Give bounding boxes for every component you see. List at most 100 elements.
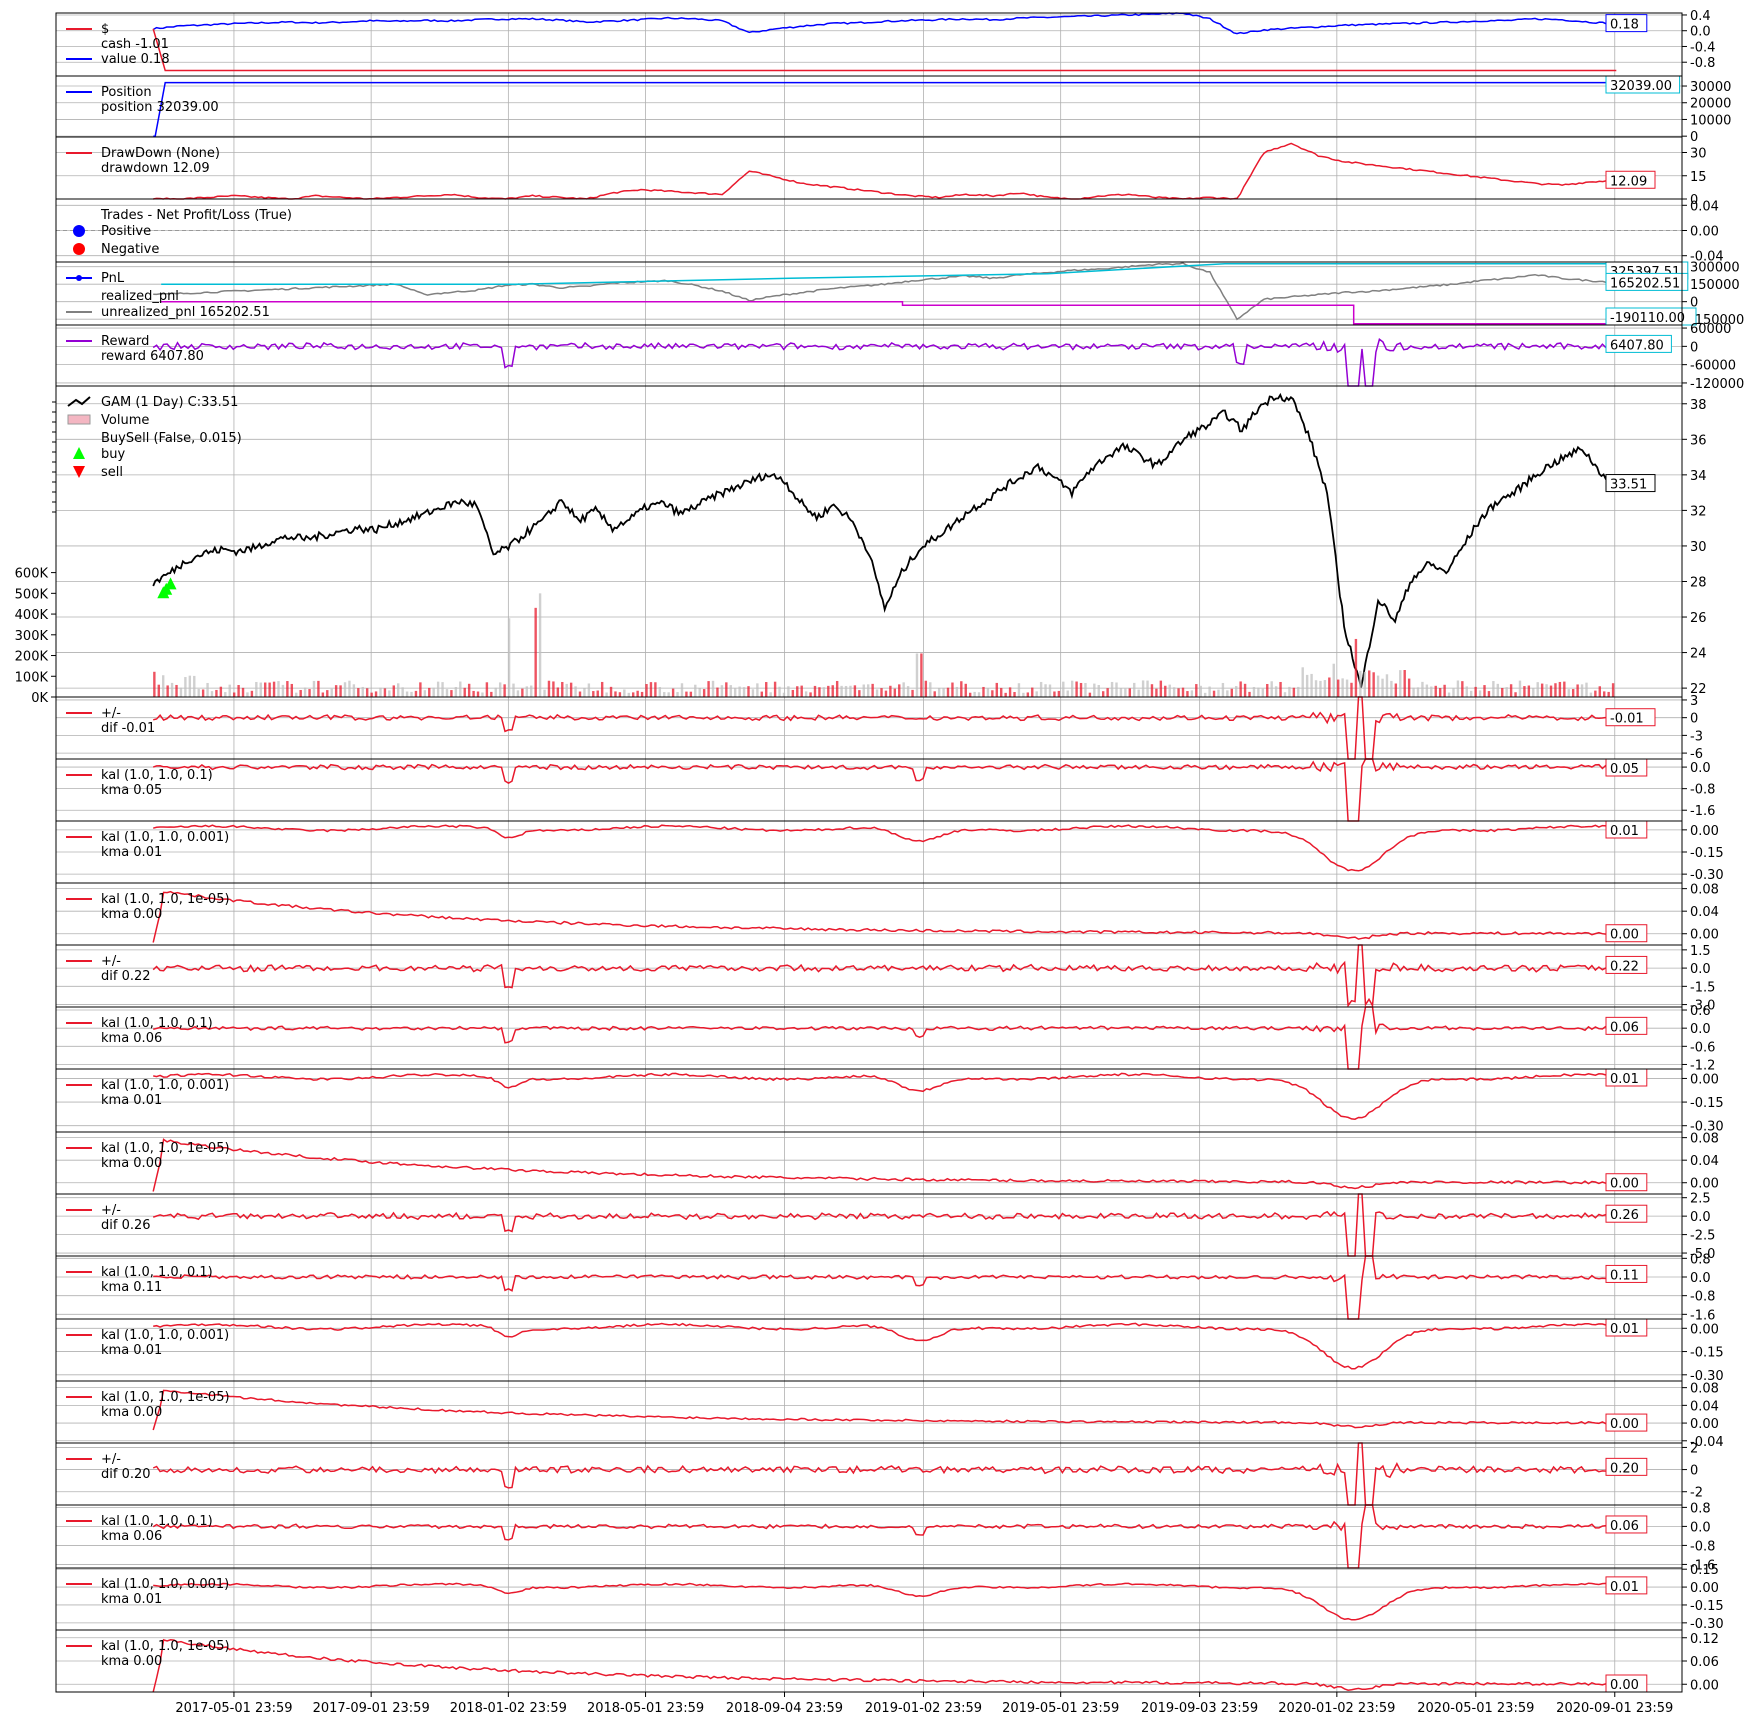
volume-bar (1062, 681, 1065, 697)
y-tick-label: 30 (1690, 540, 1707, 555)
volume-bar (920, 653, 923, 697)
volume-bar (844, 685, 848, 697)
series-kma (153, 824, 1617, 872)
volume-bar (1505, 687, 1508, 697)
volume-bar (804, 691, 808, 697)
series-cash (152, 28, 1617, 72)
volume-bar (929, 682, 932, 697)
y-tick-label: -0.30 (1690, 1369, 1724, 1384)
legend-label: kma 0.01 (101, 1592, 162, 1607)
legend-label: buy (101, 447, 125, 462)
last-value-label: 0.11 (1610, 1268, 1639, 1283)
panel-k14: 0.8 0.0 -0.8 -1.6 0.06 kal (1.0, 1.0, 0.1)kma… (55, 1501, 1715, 1573)
x-tick-label: 2018-09-04 23:59 (726, 1701, 843, 1716)
y-tick-label: 0.08 (1690, 1132, 1719, 1147)
volume-bar (698, 688, 701, 697)
x-tick-label: 2019-09-03 23:59 (1141, 1701, 1258, 1716)
volume-bar (1141, 680, 1145, 697)
y-tick-label: -0.15 (1690, 1599, 1724, 1614)
volume-bar (1172, 687, 1176, 697)
last-value-label: 0.22 (1610, 959, 1639, 974)
volume-bar (1403, 670, 1406, 697)
volume-bar (299, 689, 302, 697)
volume-bar (1181, 687, 1185, 697)
volume-bar (490, 691, 493, 697)
volume-bar (787, 686, 790, 697)
volume-bar (1252, 686, 1256, 697)
volume-bar (1044, 684, 1047, 697)
y-tick-label: -1.6 (1690, 1558, 1715, 1573)
volume-bar (1230, 688, 1233, 697)
y-tick-label: 0 (1690, 130, 1698, 145)
volume-bar (880, 688, 883, 697)
x-tick-label: 2018-01-02 23:59 (450, 1701, 567, 1716)
volume-bar (1332, 663, 1335, 697)
legend: GAM (1 Day) C:33.51 Volume BuySell (False,… (67, 395, 242, 480)
volume-bar (605, 692, 608, 697)
y-tick-label: 0.0 (1690, 25, 1711, 40)
volume-bar (1155, 688, 1158, 697)
legend-label: kal (1.0, 1.0, 0.1) (101, 1514, 213, 1529)
legend-label: kma 0.11 (101, 1280, 162, 1295)
volume-bar (1323, 680, 1327, 697)
panel-frame (55, 1629, 1683, 1693)
last-value-label: 0.01 (1610, 824, 1639, 839)
volume-bar (357, 688, 360, 697)
y-tick-label: -1.2 (1690, 1058, 1715, 1073)
volume-bar (707, 681, 710, 697)
last-value-box (1605, 334, 1672, 353)
volume-bar (201, 689, 205, 697)
volume-bar (170, 682, 174, 697)
volume-bar (1203, 692, 1207, 697)
volume-bar (968, 692, 972, 697)
volume-bar (689, 691, 693, 697)
volume-bar (1585, 682, 1588, 697)
volume-bar (1057, 690, 1061, 697)
last-value-box (1605, 272, 1689, 291)
panel-trades: 0.04 0.00 -0.04 Trades - Net Profit/Loss (T… (55, 198, 1724, 265)
volume-bar (530, 685, 533, 697)
volume-bar (1248, 691, 1251, 697)
volume-bar (600, 681, 604, 697)
series-kma (152, 1138, 1617, 1192)
volume-bar (397, 683, 400, 697)
volume-bar (326, 690, 329, 697)
last-value-box (1605, 1413, 1648, 1432)
legend-label: realized_pnl (101, 289, 179, 304)
legend-label: dif 0.20 (101, 1467, 151, 1482)
volume-bar (1474, 686, 1477, 697)
volume-bar (1177, 688, 1180, 697)
y-tick-label: 0.00 (1690, 1072, 1719, 1087)
volume-bar (1461, 681, 1464, 697)
volume-bar (1053, 691, 1056, 697)
volume-bar (1345, 679, 1349, 697)
y-tick-label: 0.00 (1690, 225, 1719, 240)
legend: kal (1.0, 1.0, 1e-05)kma 0.00 (66, 1141, 230, 1171)
volume-bar (228, 684, 231, 697)
volume-bar (1266, 683, 1269, 697)
volume-bar (1416, 687, 1420, 697)
volume-bar (255, 681, 258, 697)
volume-bar (951, 682, 954, 697)
volume-bar (494, 687, 497, 697)
y-tick-label: 2.5 (1690, 1192, 1711, 1207)
volume-bar (1598, 686, 1601, 697)
y-tick-label: 0.0 (1690, 1271, 1711, 1286)
volume-bar (614, 691, 617, 697)
volume-bar (840, 685, 843, 697)
volume-bar (1097, 685, 1100, 697)
volume-bar (352, 684, 356, 697)
last-value-box (1605, 1457, 1648, 1476)
volume-bar (1425, 684, 1429, 697)
volume-bar (521, 688, 524, 697)
volume-bar (153, 671, 156, 697)
legend-label: GAM (1 Day) C:33.51 (101, 395, 238, 410)
y-tick-label: -0.8 (1690, 56, 1715, 71)
volume-bar (237, 685, 240, 697)
volume-bar (428, 687, 431, 697)
y-tick-label: -3 (1690, 729, 1703, 744)
volume-bar (405, 691, 409, 697)
volume-bar (450, 690, 453, 697)
volume-bar (1257, 687, 1260, 697)
